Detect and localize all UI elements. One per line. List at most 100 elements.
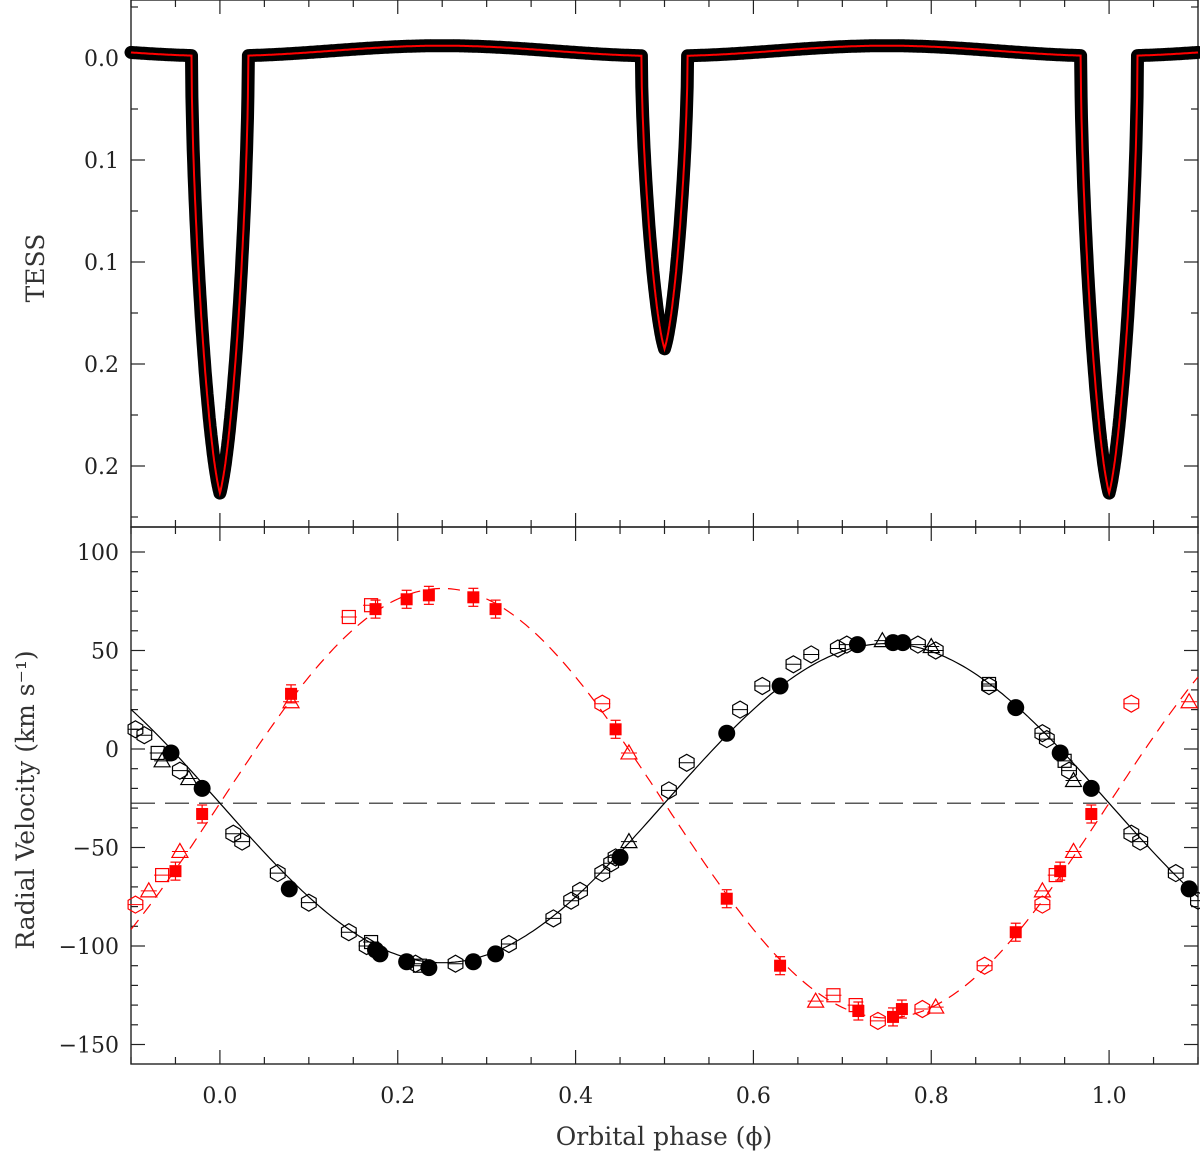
rv-point xyxy=(489,603,502,616)
radial-velocity-y-tick-label: −150 xyxy=(59,1034,119,1059)
radial-velocity-data xyxy=(127,585,1200,1031)
rv-point xyxy=(464,953,482,971)
rv-point xyxy=(371,945,389,963)
lightcurve-y-tick-label: 0.1 xyxy=(84,251,119,276)
rv-point xyxy=(300,893,317,912)
lightcurve-y-tick-label: 0.1 xyxy=(84,149,119,174)
rv-point xyxy=(594,694,611,713)
rv-point xyxy=(1038,729,1055,749)
rv-point xyxy=(732,700,749,719)
rv-point xyxy=(170,842,189,859)
radial-velocity-y-tick-label: −50 xyxy=(73,837,119,862)
x-tick-label: 1.0 xyxy=(1092,1084,1127,1109)
x-tick-label: 0.0 xyxy=(202,1084,237,1109)
rv-point xyxy=(1054,865,1067,878)
rv-point xyxy=(487,945,505,963)
rv-point xyxy=(774,959,787,972)
lightcurve-y-tick-label: 0.2 xyxy=(84,455,119,480)
rv-point xyxy=(611,848,629,866)
rv-point xyxy=(1180,880,1198,898)
rv-point xyxy=(806,991,825,1008)
rv-point xyxy=(545,909,562,928)
rv-point xyxy=(1132,832,1149,851)
rv-point xyxy=(1180,692,1199,709)
rv-point xyxy=(894,634,912,652)
rv-point xyxy=(852,1005,865,1018)
rv-point xyxy=(1034,895,1051,914)
rv-point xyxy=(771,677,789,695)
x-tick-label: 0.8 xyxy=(914,1084,949,1109)
rv-point xyxy=(848,636,866,654)
rv-point xyxy=(1167,863,1184,883)
lightcurve-ticks xyxy=(130,0,1199,527)
radial-velocity-y-tick-labels: 100 50 0 −50 −100 −150 xyxy=(59,541,119,1059)
rv-point xyxy=(981,676,998,696)
rv-point xyxy=(234,832,251,851)
rv-point xyxy=(754,676,771,696)
rv-point xyxy=(1051,744,1069,762)
rv-point xyxy=(1033,881,1052,898)
rv-point xyxy=(720,892,733,905)
radial-velocity-frame xyxy=(130,526,1199,1065)
x-tick-label: 0.4 xyxy=(558,1084,593,1109)
lightcurve-data-points xyxy=(124,39,1200,500)
rv-point xyxy=(895,1003,908,1016)
rv-point xyxy=(803,645,820,664)
rv-point xyxy=(447,954,464,973)
rv-point xyxy=(594,863,611,883)
rv-point xyxy=(127,720,144,739)
rv-point xyxy=(420,959,438,977)
rv-point xyxy=(500,934,517,954)
rv-point xyxy=(869,1011,886,1031)
lightcurve-frame xyxy=(130,0,1199,528)
rv-point xyxy=(976,956,993,975)
x-axis-label: Orbital phase (ϕ) xyxy=(556,1122,772,1151)
rv-point xyxy=(1123,824,1140,843)
rv-point xyxy=(619,743,638,760)
rv-point xyxy=(285,687,298,700)
rv-point xyxy=(422,589,435,602)
rv-point xyxy=(136,726,153,745)
rv-point xyxy=(127,895,144,914)
rv-point xyxy=(179,769,198,786)
rv-point xyxy=(660,781,677,800)
rv-point xyxy=(1064,842,1083,859)
lightcurve-y-axis-label: TESS xyxy=(21,234,50,303)
rv-point xyxy=(169,865,182,878)
radial-velocity-y-axis-label: Radial Velocity (km s⁻¹) xyxy=(11,650,40,949)
rv-point xyxy=(400,593,413,606)
rv-point xyxy=(1082,779,1100,797)
rv-point xyxy=(678,753,695,772)
rv-point xyxy=(269,863,286,883)
rv-point xyxy=(139,881,158,898)
rv-point xyxy=(162,744,180,762)
rv-point xyxy=(1064,771,1083,788)
rv-point xyxy=(1123,694,1140,713)
rv-point xyxy=(225,824,242,843)
rv-point xyxy=(563,891,580,910)
rv-point xyxy=(196,808,209,821)
rv-point xyxy=(572,881,589,900)
rv-point xyxy=(467,591,480,604)
rv-point xyxy=(1009,926,1022,939)
radial-velocity-models xyxy=(130,587,1199,1019)
lightcurve-y-tick-label: 0.0 xyxy=(84,47,119,72)
radial-velocity-y-tick-label: 100 xyxy=(77,541,119,566)
rv-point xyxy=(1034,724,1051,743)
radial-velocity-y-tick-label: −100 xyxy=(59,935,119,960)
rv-point xyxy=(785,655,802,674)
rv-point xyxy=(398,953,416,971)
rv-point xyxy=(609,723,622,736)
rv-point xyxy=(282,692,301,709)
rv-point xyxy=(193,779,211,797)
radial-velocity-panel: 100 50 0 −50 −100 −150 0.0 0.2 0.4 0.6 0.8 1.0 Rad… xyxy=(11,526,1200,1151)
x-tick-label: 0.2 xyxy=(380,1084,415,1109)
rv-point xyxy=(280,880,298,898)
radial-velocity-y-tick-label: 0 xyxy=(105,738,119,763)
rv-point xyxy=(718,724,736,742)
rv-point xyxy=(171,761,188,780)
radial-velocity-x-tick-labels: 0.0 0.2 0.4 0.6 0.8 1.0 xyxy=(202,1084,1126,1109)
lightcurve-model-line xyxy=(130,44,1199,498)
lightcurve-y-tick-labels: 0.0 0.1 0.1 0.2 0.2 xyxy=(84,47,119,480)
